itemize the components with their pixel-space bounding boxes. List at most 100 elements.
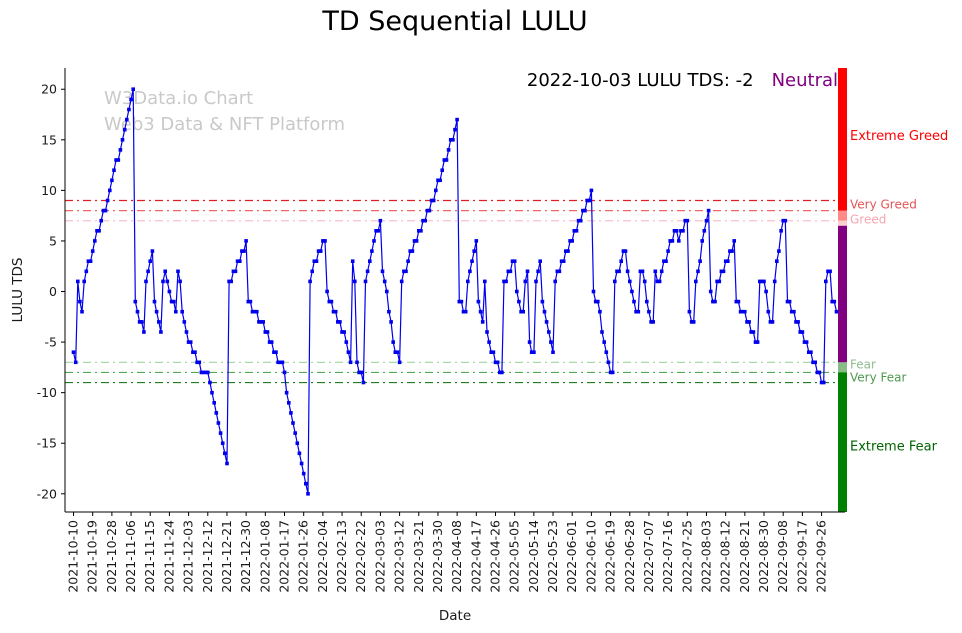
tds-marker: [591, 289, 596, 294]
tds-marker: [642, 279, 647, 284]
tds-marker: [677, 239, 681, 243]
tds-marker: [146, 269, 150, 274]
tds-marker: [174, 309, 178, 314]
tds-marker: [645, 299, 649, 304]
tds-marker: [378, 218, 383, 223]
x-tick-label: 2022-05-23: [545, 520, 560, 593]
tds-marker: [263, 330, 268, 334]
tds-marker: [150, 249, 155, 253]
tds-marker: [821, 380, 826, 385]
tds-marker: [606, 360, 611, 365]
tds-marker: [764, 289, 768, 294]
tds-marker: [472, 249, 476, 253]
tds-marker: [713, 299, 717, 304]
tds-marker: [440, 168, 444, 172]
tds-marker: [542, 309, 547, 314]
tds-marker: [348, 360, 353, 365]
x-tick-label: 2021-12-12: [200, 520, 215, 593]
x-tick-label: 2022-06-01: [564, 520, 579, 593]
tds-marker: [120, 138, 125, 142]
tds-marker: [412, 239, 417, 243]
tds-marker: [813, 360, 817, 365]
tds-marker: [240, 249, 244, 253]
tds-marker: [679, 229, 683, 233]
tds-marker: [632, 299, 636, 304]
tds-marker: [610, 370, 615, 375]
tds-marker: [99, 218, 103, 223]
tds-marker: [201, 370, 206, 375]
tds-marker: [487, 340, 491, 344]
tds-marker: [105, 198, 110, 203]
tds-marker: [478, 309, 483, 314]
tds-marker: [600, 330, 604, 334]
tds-marker: [436, 178, 440, 183]
tds-marker: [540, 299, 545, 304]
tds-marker: [568, 239, 572, 243]
tds-marker: [199, 370, 204, 375]
tds-marker: [129, 97, 133, 102]
tds-marker: [766, 309, 771, 314]
tds-marker: [212, 401, 216, 405]
tds-marker: [195, 360, 199, 365]
tds-marker: [233, 269, 238, 274]
tds-marker: [796, 320, 800, 324]
tds-marker: [576, 218, 581, 223]
tds-marker: [734, 299, 739, 304]
tds-marker: [470, 259, 474, 263]
tds-marker: [730, 249, 734, 253]
zone-label: Fear: [850, 357, 876, 371]
tds-marker: [148, 259, 152, 263]
tds-marker: [480, 320, 485, 324]
tds-marker: [628, 279, 632, 284]
x-tick-label: 2022-07-07: [641, 520, 656, 593]
tds-marker: [346, 350, 351, 354]
tds-marker: [532, 350, 536, 354]
tds-marker: [391, 340, 395, 344]
tds-marker: [649, 320, 653, 324]
tds-marker: [157, 320, 161, 324]
tds-marker: [659, 269, 664, 274]
tds-marker: [293, 431, 297, 435]
tds-marker: [385, 289, 389, 294]
tds-marker: [702, 229, 707, 233]
tds-marker: [512, 259, 517, 263]
tds-marker: [828, 269, 832, 274]
tds-marker: [135, 309, 140, 314]
tds-marker: [116, 158, 121, 162]
tds-marker: [327, 299, 332, 304]
x-tick-label: 2022-03-30: [430, 520, 445, 593]
tds-marker: [110, 178, 114, 183]
tds-marker: [451, 138, 455, 142]
x-tick-label: 2022-04-08: [449, 520, 464, 593]
tds-marker: [376, 229, 381, 233]
tds-marker: [427, 208, 432, 213]
tds-marker: [760, 279, 764, 284]
tds-marker: [721, 269, 726, 274]
tds-marker: [581, 208, 585, 213]
tds-marker: [775, 259, 779, 263]
tds-marker: [817, 370, 822, 375]
tds-marker: [235, 259, 240, 263]
tds-marker: [758, 279, 762, 284]
tds-marker: [538, 259, 542, 263]
tds-marker: [331, 309, 336, 314]
x-tick-label: 2022-03-12: [392, 520, 407, 593]
tds-marker: [651, 320, 655, 324]
zone-label: Very Fear: [850, 370, 906, 384]
tds-marker: [139, 320, 144, 324]
tds-marker: [333, 309, 338, 314]
tds-marker: [176, 269, 180, 274]
watermark-line-1: W3Data.io Chart: [104, 88, 254, 109]
tds-marker: [596, 299, 600, 304]
tds-marker: [393, 350, 398, 354]
x-tick-label: 2022-04-17: [468, 520, 483, 593]
x-tick-label: 2022-08-21: [737, 520, 752, 593]
tds-marker: [807, 350, 811, 354]
tds-marker: [414, 239, 419, 243]
tds-marker: [269, 340, 274, 344]
y-tick-label: -5: [45, 335, 57, 350]
tds-marker: [417, 229, 421, 233]
tds-marker: [527, 340, 532, 344]
tds-marker: [781, 218, 785, 223]
